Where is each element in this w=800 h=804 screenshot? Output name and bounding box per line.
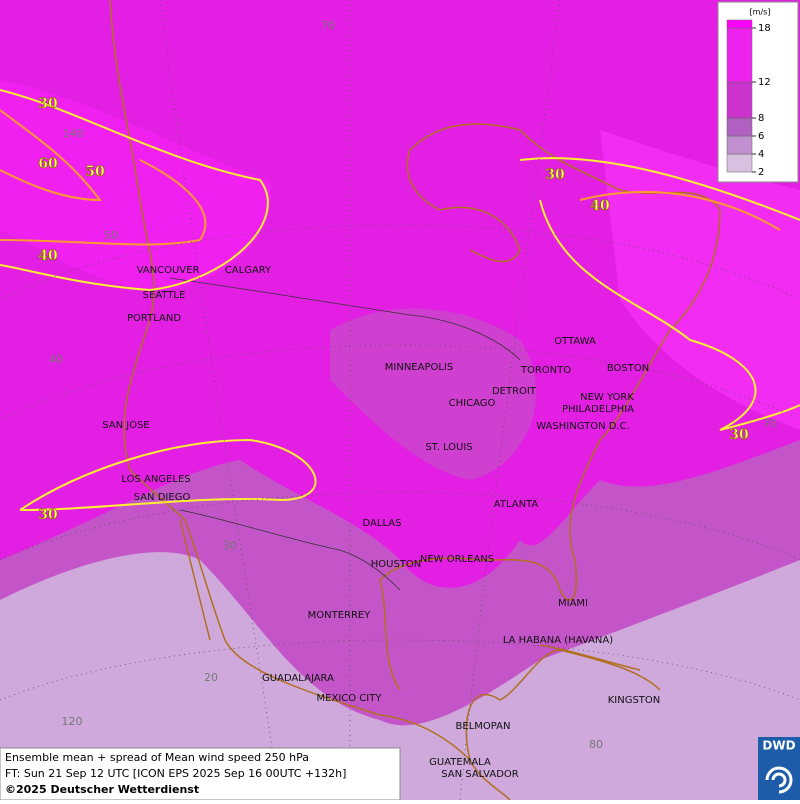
city-label: DETROIT [492,386,537,397]
grid-label: 120 [62,715,83,728]
city-label: MIAMI [558,598,588,609]
contour-label: 30 [38,507,58,523]
grid-label: 140 [63,127,84,140]
speed-region [0,80,272,290]
legend-tick-label: 6 [758,131,764,142]
legend-tick-label: 8 [758,113,764,124]
city-label: MINNEAPOLIS [385,362,453,373]
city-label: BOSTON [607,363,649,374]
grid-label: 50 [104,229,118,242]
grid-label: 30 [223,539,237,552]
legend-tick-label: 12 [758,77,771,88]
city-label: TORONTO [520,365,571,376]
grid-label: 40 [49,353,63,366]
legend-tick-label: 2 [758,167,764,178]
city-label: BELMOPAN [456,721,511,732]
contours [0,109,781,246]
legend-tick-label: 4 [758,149,764,160]
borders [169,277,521,591]
speed-region [330,308,537,480]
city-label: NEW ORLEANS [420,554,494,565]
city-label: CHICAGO [449,398,496,409]
legend: [m/s] 2 4 6 8 12 18 [717,1,799,183]
city-label: SAN SALVADOR [441,769,518,780]
city-label: SAN JOSE [102,420,150,431]
legend-tick-label: 18 [758,23,771,34]
grid-label: 80 [589,738,603,751]
legend-band [726,19,753,29]
city-label: NEW YORK [580,392,634,403]
grid-label: 70 [763,417,777,430]
contour-label: 60 [38,156,58,172]
legend-band [726,27,753,83]
speed-region [600,130,800,430]
contour-label: 40 [38,248,58,264]
city-label: LOS ANGELES [121,474,190,485]
coastlines [109,0,721,801]
grid-label: 70 [321,19,335,32]
contour-label: 30 [38,96,58,112]
caption-line: Ensemble mean + spread of Mean wind spee… [5,751,309,764]
city-label: PHILADELPHIA [562,404,634,415]
legend-unit: [m/s] [750,8,771,17]
contour-label: 30 [729,427,749,443]
city-label: OTTAWA [554,336,596,347]
city-label: HOUSTON [371,559,422,570]
legend-band [726,153,753,173]
city-label: KINGSTON [608,695,661,706]
city-label: LA HABANA (HAVANA) [503,635,613,646]
caption-box [0,747,401,801]
city-label: GUADALAJARA [262,673,334,684]
city-label: SAN DIEGO [134,492,191,503]
city-label: PORTLAND [127,313,181,324]
city-label: DALLAS [363,518,402,529]
contour-label: 50 [85,164,105,180]
grid-label: 20 [204,671,218,684]
city-label: MEXICO CITY [317,693,383,704]
legend-band [726,81,753,119]
city-label: SEATTLE [143,290,186,301]
city-label: ATLANTA [494,499,539,510]
logo-swirl [765,766,793,794]
legend-band [726,135,753,155]
caption-line: ©2025 Deutscher Wetterdienst [5,783,199,796]
city-label: MONTERREY [308,610,372,621]
caption-line: FT: Sun 21 Sep 12 UTC [ICON EPS 2025 Sep… [5,767,346,780]
speed-region [0,552,800,800]
contours [0,89,800,511]
city-label: CALGARY [225,265,272,276]
city-label: VANCOUVER [137,265,200,276]
contour-label: 30 [545,167,565,183]
city-label: GUATEMALA [429,757,491,768]
contour-label: 40 [590,198,610,214]
legend-band [726,117,753,137]
city-label: ST. LOUIS [425,442,472,453]
city-label: WASHINGTON D.C. [536,421,630,432]
logo-text: DWD [762,739,795,753]
